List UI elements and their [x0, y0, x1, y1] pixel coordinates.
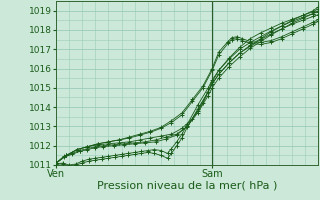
X-axis label: Pression niveau de la mer( hPa ): Pression niveau de la mer( hPa ) [97, 181, 277, 191]
